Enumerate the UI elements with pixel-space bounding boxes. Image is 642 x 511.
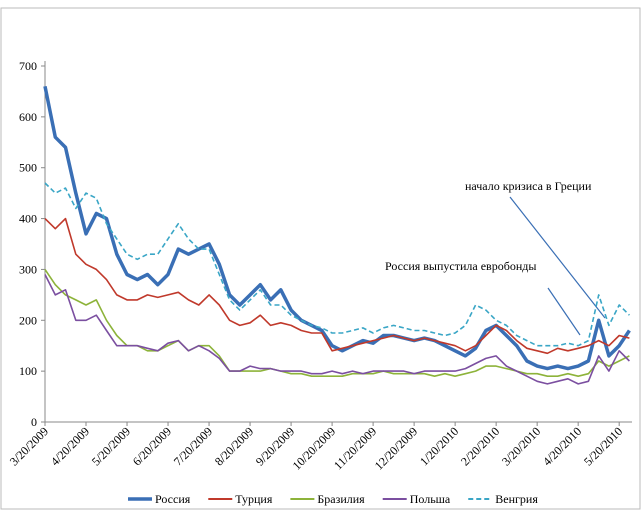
x-tick-label: 7/20/2009 xyxy=(171,424,215,468)
series-line xyxy=(44,268,630,377)
series-line xyxy=(44,182,630,347)
y-tick-label: 500 xyxy=(19,161,37,175)
legend-label: Россия xyxy=(155,492,191,506)
x-tick-label: 4/20/2009 xyxy=(48,424,92,468)
chart-frame xyxy=(0,7,641,510)
annotation: Россия выпустила евробонды xyxy=(385,259,536,273)
y-tick-label: 700 xyxy=(19,59,37,73)
series-line xyxy=(44,274,630,385)
legend-label: Венгрия xyxy=(495,492,538,506)
x-tick-label: 10/20/2009 xyxy=(290,424,339,473)
x-tick-label: 3/20/2009 xyxy=(7,424,51,468)
legend-label: Турция xyxy=(235,492,273,506)
y-tick-label: 600 xyxy=(19,110,37,124)
x-tick-label: 4/20/2010 xyxy=(540,424,584,468)
x-tick-label: 12/20/2009 xyxy=(372,424,421,473)
y-tick-label: 400 xyxy=(19,212,37,226)
x-tick-label: 3/20/2010 xyxy=(499,424,543,468)
x-tick-label: 6/20/2009 xyxy=(130,424,174,468)
arrow xyxy=(509,196,606,319)
x-tick-label: 5/20/2010 xyxy=(581,424,625,468)
x-tick-label: 5/20/2009 xyxy=(89,424,133,468)
annotation: начало кризиса в Греции xyxy=(465,179,592,193)
y-tick-label: 0 xyxy=(31,415,37,429)
series-line xyxy=(43,85,631,371)
legend-label: Бразилия xyxy=(317,492,365,506)
y-tick-label: 100 xyxy=(19,364,37,378)
x-tick-label: 11/20/2009 xyxy=(331,424,379,472)
x-tick-label: 1/20/2010 xyxy=(417,424,461,468)
x-tick-label: 8/20/2009 xyxy=(212,424,256,468)
series-line xyxy=(44,217,630,355)
y-tick-label: 300 xyxy=(19,262,37,276)
y-tick-label: 200 xyxy=(19,313,37,327)
arrow xyxy=(547,287,581,336)
x-tick-label: 2/20/2010 xyxy=(458,424,502,468)
legend-label: Польша xyxy=(410,492,451,506)
